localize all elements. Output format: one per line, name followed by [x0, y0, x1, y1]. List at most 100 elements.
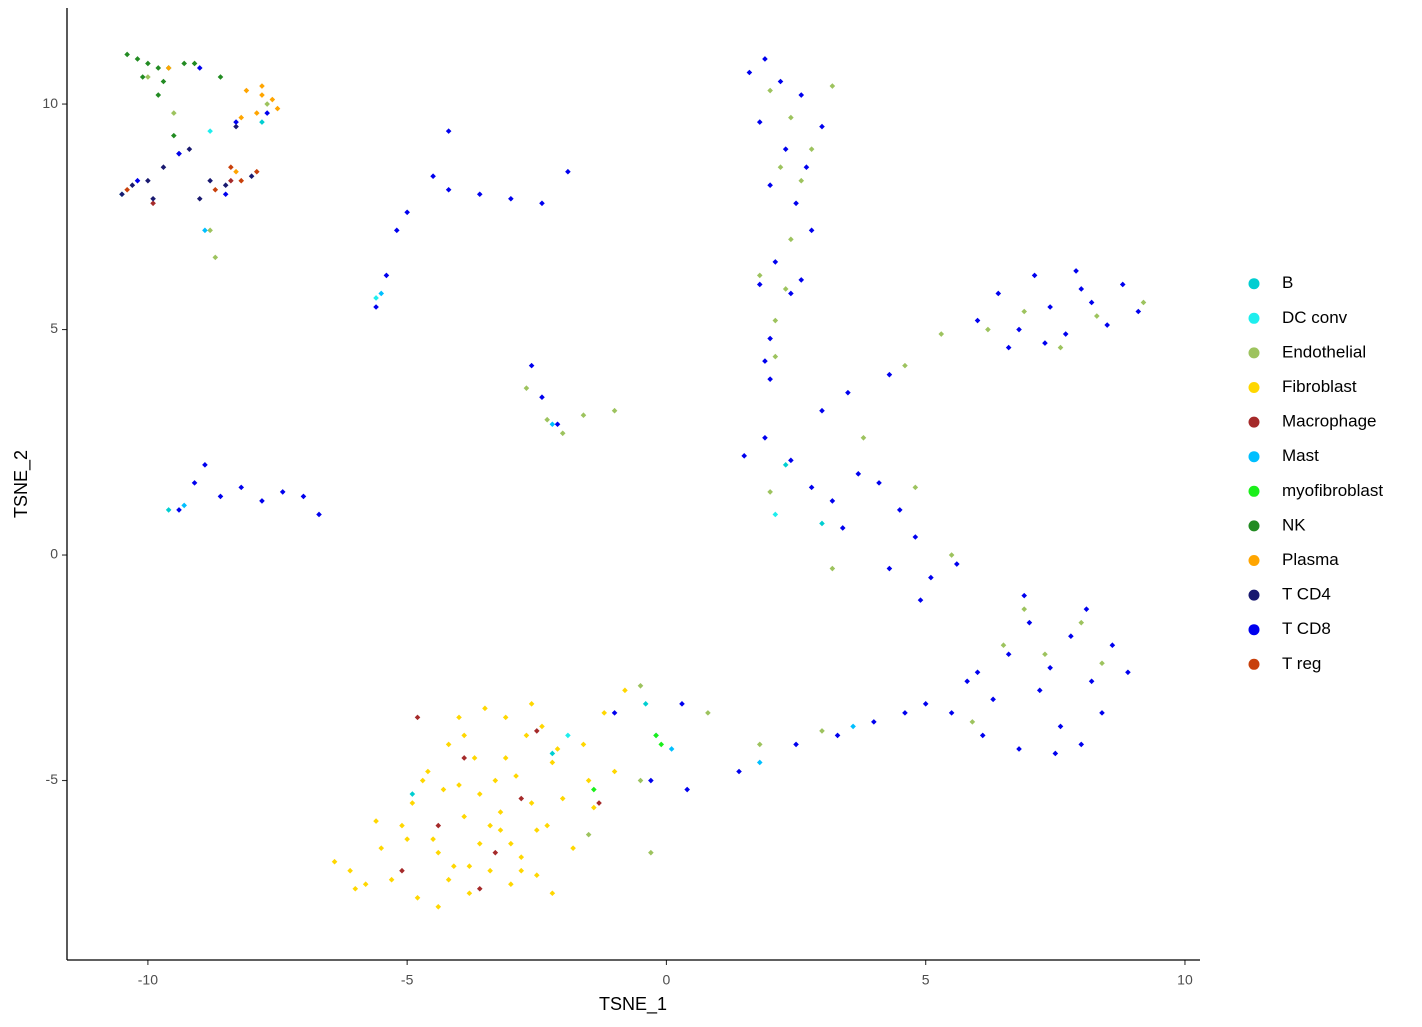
point [253, 110, 260, 116]
point [435, 849, 442, 856]
point [279, 489, 286, 495]
point [528, 701, 535, 707]
point [756, 741, 763, 748]
point [191, 60, 198, 67]
point [393, 227, 400, 234]
point [274, 105, 281, 112]
point [435, 822, 442, 829]
point [373, 304, 379, 310]
point [1125, 669, 1131, 676]
point [554, 421, 561, 428]
point [466, 863, 473, 869]
point [259, 83, 265, 89]
point [658, 741, 665, 748]
point [373, 818, 379, 824]
point [611, 407, 618, 414]
point [1036, 687, 1043, 694]
point [528, 362, 535, 369]
point [497, 827, 504, 833]
point [228, 177, 234, 184]
point [264, 101, 270, 107]
point [492, 777, 499, 784]
point [860, 434, 867, 441]
point [533, 827, 540, 833]
point [964, 678, 970, 685]
legend-label: myofibroblast [1282, 481, 1383, 500]
point [1000, 642, 1007, 649]
point [435, 903, 442, 910]
point [886, 565, 893, 572]
point [648, 849, 654, 856]
point [373, 295, 379, 301]
legend-marker [1248, 555, 1260, 566]
point [601, 710, 608, 716]
point [653, 732, 659, 739]
point [139, 74, 146, 80]
point [383, 272, 390, 279]
point [238, 484, 245, 491]
point [990, 696, 996, 703]
point [969, 719, 976, 725]
point [165, 507, 172, 513]
x-tick-label: 5 [922, 972, 930, 988]
point [533, 872, 540, 879]
point [445, 876, 452, 883]
point [388, 876, 395, 883]
point [243, 87, 250, 94]
point [591, 786, 597, 793]
point [798, 177, 805, 184]
point [928, 574, 934, 581]
point [762, 56, 768, 62]
point [539, 200, 545, 207]
point [902, 710, 908, 716]
point [948, 710, 955, 716]
point [238, 114, 245, 121]
legend-marker [1248, 312, 1260, 324]
point [145, 60, 151, 67]
point [518, 867, 525, 874]
point [642, 701, 649, 707]
point [331, 858, 338, 865]
point [549, 421, 556, 428]
point [451, 863, 457, 869]
legend-marker [1248, 485, 1260, 497]
y-axis-title: TSNE_2 [11, 450, 32, 518]
point [523, 732, 530, 739]
point [896, 507, 903, 513]
point [1016, 746, 1022, 752]
point [461, 755, 467, 761]
point [523, 385, 530, 391]
point [1042, 340, 1048, 346]
point [508, 195, 514, 202]
point [549, 890, 556, 897]
point [1021, 308, 1028, 315]
point [476, 840, 483, 847]
point [228, 164, 234, 170]
point [238, 177, 245, 184]
y-tick-label: -5 [46, 771, 59, 787]
point [233, 123, 239, 130]
point [259, 119, 265, 125]
point [756, 759, 763, 766]
point [912, 484, 919, 491]
point [788, 290, 794, 297]
point [819, 728, 825, 734]
legend-label: Mast [1282, 446, 1319, 465]
point [782, 286, 789, 292]
legend-marker [1248, 520, 1260, 532]
point [1140, 299, 1147, 306]
point [1021, 606, 1028, 612]
legend-label: T reg [1282, 654, 1321, 673]
point [1109, 642, 1116, 649]
point [772, 511, 779, 518]
point [150, 200, 156, 207]
point [222, 191, 229, 198]
point [207, 128, 213, 134]
point [145, 177, 151, 184]
legend-marker [1248, 624, 1260, 636]
legend-label: T CD4 [1282, 585, 1331, 604]
legend-marker [1248, 416, 1260, 428]
legend-marker [1248, 278, 1260, 290]
point [471, 755, 478, 761]
